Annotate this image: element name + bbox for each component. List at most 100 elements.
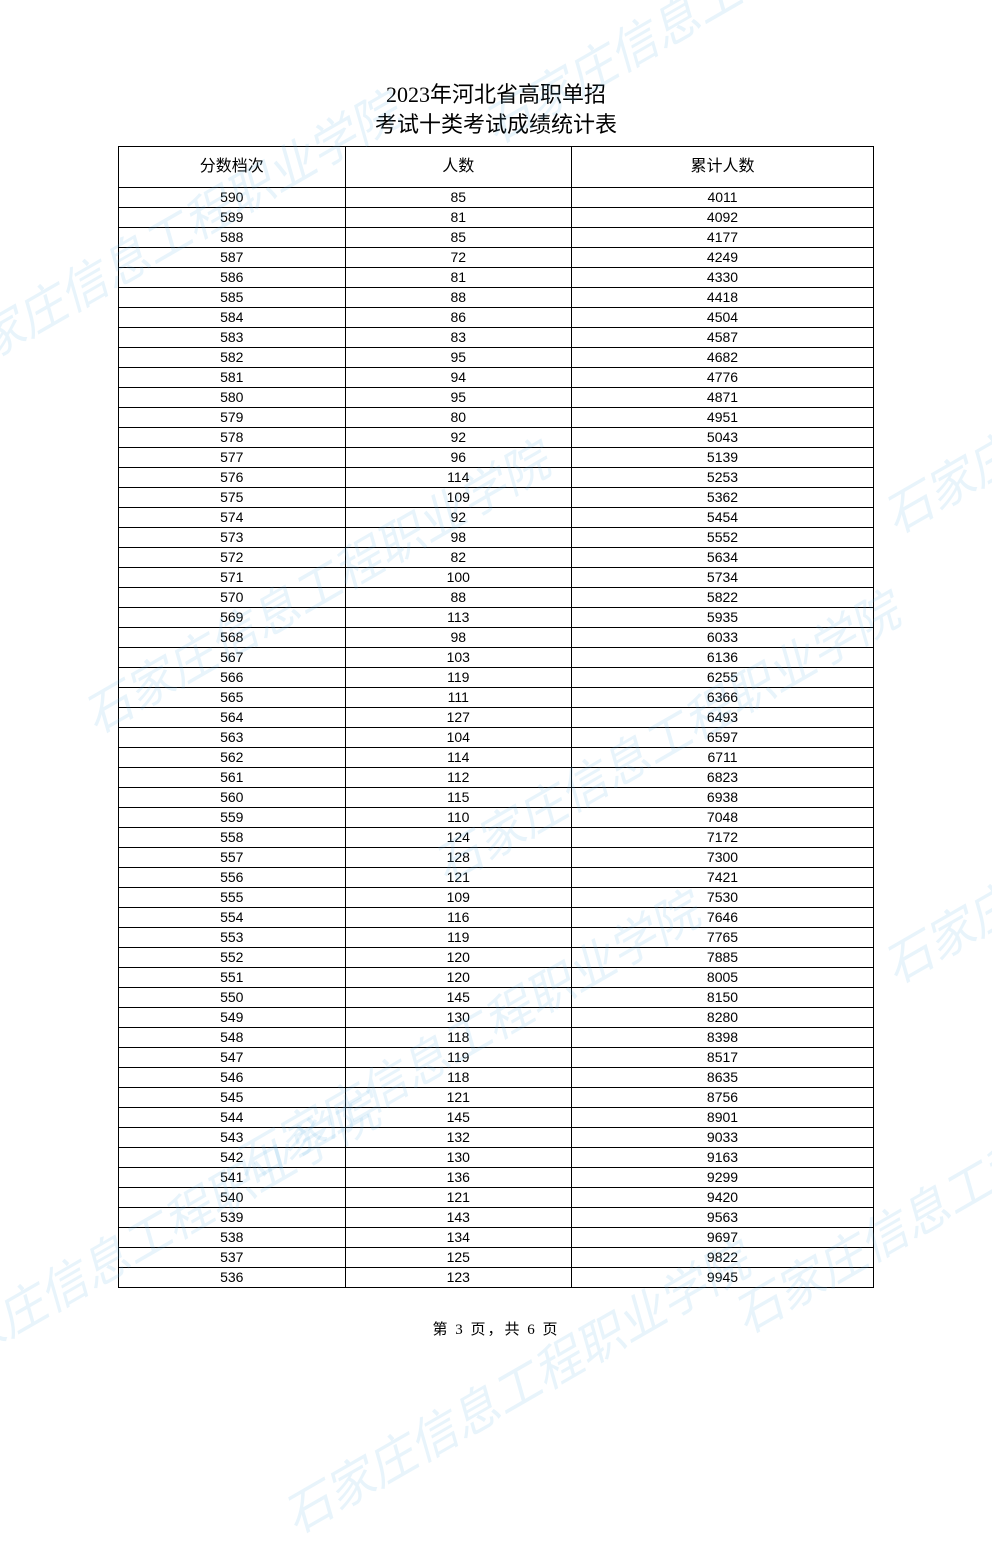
table-cell: 570: [119, 588, 346, 608]
table-cell: 81: [345, 208, 572, 228]
table-cell: 586: [119, 268, 346, 288]
table-row: 5571287300: [119, 848, 874, 868]
table-cell: 575: [119, 488, 346, 508]
table-cell: 4682: [572, 348, 874, 368]
table-row: 5451218756: [119, 1088, 874, 1108]
table-cell: 8005: [572, 968, 874, 988]
table-cell: 94: [345, 368, 572, 388]
table-cell: 572: [119, 548, 346, 568]
table-cell: 567: [119, 648, 346, 668]
table-row: 586814330: [119, 268, 874, 288]
table-row: 582954682: [119, 348, 874, 368]
table-cell: 143: [345, 1208, 572, 1228]
table-row: 5611126823: [119, 768, 874, 788]
table-cell: 88: [345, 288, 572, 308]
table-cell: 112: [345, 768, 572, 788]
table-cell: 4504: [572, 308, 874, 328]
table-cell: 560: [119, 788, 346, 808]
table-cell: 5634: [572, 548, 874, 568]
table-row: 5491308280: [119, 1008, 874, 1028]
table-cell: 547: [119, 1048, 346, 1068]
table-cell: 92: [345, 428, 572, 448]
table-row: 578925043: [119, 428, 874, 448]
table-row: 574925454: [119, 508, 874, 528]
table-cell: 558: [119, 828, 346, 848]
table-cell: 580: [119, 388, 346, 408]
table-cell: 4587: [572, 328, 874, 348]
table-cell: 83: [345, 328, 572, 348]
table-row: 580954871: [119, 388, 874, 408]
table-cell: 88: [345, 588, 572, 608]
table-cell: 104: [345, 728, 572, 748]
table-row: 590854011: [119, 188, 874, 208]
table-row: 5431329033: [119, 1128, 874, 1148]
table-cell: 566: [119, 668, 346, 688]
table-cell: 118: [345, 1068, 572, 1088]
table-cell: 551: [119, 968, 346, 988]
table-cell: 132: [345, 1128, 572, 1148]
table-cell: 6033: [572, 628, 874, 648]
table-cell: 576: [119, 468, 346, 488]
table-cell: 5552: [572, 528, 874, 548]
table-cell: 544: [119, 1108, 346, 1128]
table-row: 5371259822: [119, 1248, 874, 1268]
table-cell: 110: [345, 808, 572, 828]
table-cell: 552: [119, 948, 346, 968]
table-cell: 81: [345, 268, 572, 288]
table-row: 5361239945: [119, 1268, 874, 1288]
table-cell: 555: [119, 888, 346, 908]
table-row: 5411369299: [119, 1168, 874, 1188]
table-cell: 5734: [572, 568, 874, 588]
table-row: 573985552: [119, 528, 874, 548]
table-cell: 584: [119, 308, 346, 328]
table-cell: 4092: [572, 208, 874, 228]
table-row: 5711005734: [119, 568, 874, 588]
table-cell: 565: [119, 688, 346, 708]
table-cell: 542: [119, 1148, 346, 1168]
table-cell: 537: [119, 1248, 346, 1268]
table-row: 5651116366: [119, 688, 874, 708]
table-cell: 548: [119, 1028, 346, 1048]
table-cell: 6938: [572, 788, 874, 808]
table-row: 581944776: [119, 368, 874, 388]
table-cell: 95: [345, 388, 572, 408]
table-cell: 587: [119, 248, 346, 268]
table-cell: 549: [119, 1008, 346, 1028]
table-cell: 9563: [572, 1208, 874, 1228]
table-cell: 85: [345, 188, 572, 208]
table-cell: 4330: [572, 268, 874, 288]
table-cell: 6597: [572, 728, 874, 748]
page-footer: 第 3 页，共 6 页: [118, 1318, 874, 1339]
table-cell: 113: [345, 608, 572, 628]
table-cell: 7300: [572, 848, 874, 868]
table-cell: 4418: [572, 288, 874, 308]
table-cell: 6366: [572, 688, 874, 708]
table-row: 5531197765: [119, 928, 874, 948]
table-cell: 118: [345, 1028, 572, 1048]
table-cell: 9299: [572, 1168, 874, 1188]
table-cell: 5253: [572, 468, 874, 488]
table-cell: 543: [119, 1128, 346, 1148]
table-cell: 119: [345, 668, 572, 688]
table-cell: 6136: [572, 648, 874, 668]
table-cell: 562: [119, 748, 346, 768]
table-row: 5591107048: [119, 808, 874, 828]
table-cell: 9822: [572, 1248, 874, 1268]
table-cell: 114: [345, 748, 572, 768]
table-cell: 145: [345, 988, 572, 1008]
table-cell: 130: [345, 1008, 572, 1028]
table-cell: 124: [345, 828, 572, 848]
table-cell: 111: [345, 688, 572, 708]
table-cell: 100: [345, 568, 572, 588]
table-row: 5631046597: [119, 728, 874, 748]
table-cell: 550: [119, 988, 346, 1008]
table-cell: 546: [119, 1068, 346, 1088]
table-cell: 4249: [572, 248, 874, 268]
table-cell: 8635: [572, 1068, 874, 1088]
table-cell: 8280: [572, 1008, 874, 1028]
table-cell: 8517: [572, 1048, 874, 1068]
table-cell: 6711: [572, 748, 874, 768]
table-row: 577965139: [119, 448, 874, 468]
table-cell: 5935: [572, 608, 874, 628]
table-cell: 9163: [572, 1148, 874, 1168]
